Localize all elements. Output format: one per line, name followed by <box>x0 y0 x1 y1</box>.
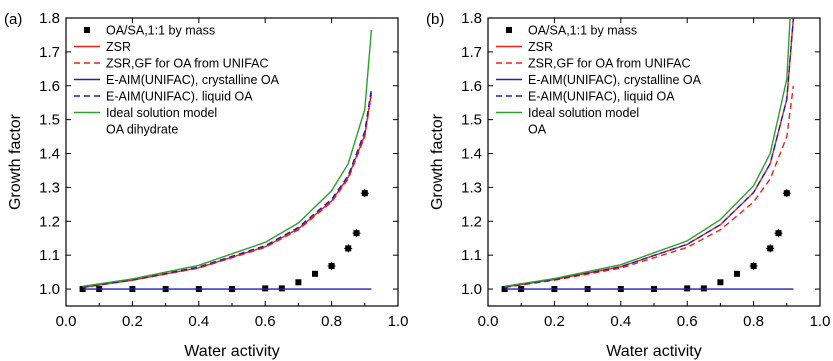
series-line-5 <box>504 18 791 287</box>
y-tick-label: 1.8 <box>461 10 482 27</box>
x-tick-label: 0.8 <box>743 313 764 330</box>
x-axis-title: Water activity <box>606 343 701 360</box>
data-point <box>775 230 782 237</box>
x-tick-label: 0.8 <box>321 313 342 330</box>
legend-label: ZSR,GF for OA from UNIFAC <box>106 57 269 71</box>
series-line-4 <box>82 89 373 289</box>
y-tick-label: 1.3 <box>39 179 60 196</box>
legend-label: OA/SA,1:1 by mass <box>528 24 637 38</box>
y-tick-label: 1.4 <box>461 146 482 163</box>
data-point <box>700 285 707 292</box>
legend-label: E-AIM(UNIFAC), liquid OA <box>528 90 675 104</box>
y-tick-label: 1.0 <box>39 281 60 298</box>
y-tick-label: 1.1 <box>39 247 60 264</box>
y-tick-label: 1.7 <box>39 44 60 61</box>
legend-label: E-AIM(UNIFAC). liquid OA <box>106 90 253 104</box>
data-point <box>684 285 691 292</box>
data-point <box>353 230 360 237</box>
legend-label: Ideal solution model <box>528 106 639 120</box>
x-tick-label: 0.6 <box>677 313 698 330</box>
series-line-5 <box>82 29 373 287</box>
legend-note: OA <box>528 123 547 137</box>
legend-label: E-AIM(UNIFAC), crystalline OA <box>106 73 280 87</box>
data-point <box>295 279 302 286</box>
x-tick-label: 0.4 <box>610 313 631 330</box>
y-tick-label: 1.5 <box>39 112 60 129</box>
data-point <box>767 245 774 252</box>
y-tick-label: 1.6 <box>461 78 482 95</box>
y-tick-label: 1.8 <box>39 10 60 27</box>
series-line-4 <box>504 18 795 288</box>
x-tick-label: 1.0 <box>388 313 409 330</box>
data-point <box>312 270 318 277</box>
chart-panel-b: (b) 0.0 0.2 0.4 0.6 0.8 1.0 1.0 1.1 1.2 1.3 1.4 1.5 1… <box>426 10 830 360</box>
y-tick-label: 1.2 <box>461 213 482 230</box>
y-tick-label: 1.3 <box>461 179 482 196</box>
x-tick-label: 0.0 <box>478 313 499 330</box>
y-tick-label: 1.0 <box>461 281 482 298</box>
legend-label: Ideal solution model <box>106 106 217 120</box>
legend-note: OA dihydrate <box>106 123 178 137</box>
data-point <box>717 279 724 286</box>
data-point <box>278 285 285 292</box>
x-tick-label: 1.0 <box>810 313 831 330</box>
data-point <box>262 285 269 292</box>
x-tick-label: 0.2 <box>544 313 565 330</box>
data-point <box>750 263 757 270</box>
y-tick-label: 1.5 <box>461 112 482 129</box>
chart-panel-a: (a) 0.0 0.2 0.4 0.6 0.8 1.0 1.0 1.1 1.2 1.3 1.4 1.5 1… <box>4 10 408 360</box>
legend-marker <box>506 27 512 33</box>
y-tick-label: 1.7 <box>461 44 482 61</box>
legend-label: ZSR <box>106 40 131 54</box>
panel-label: (b) <box>426 11 444 28</box>
series-line-2 <box>504 85 795 289</box>
panel-label: (a) <box>4 11 22 28</box>
y-axis-title: Growth factor <box>7 113 24 210</box>
y-tick-label: 1.1 <box>461 247 482 264</box>
y-tick-label: 1.2 <box>39 213 60 230</box>
data-point <box>734 270 740 277</box>
legend-marker <box>84 27 90 33</box>
y-axis-title: Growth factor <box>429 113 446 210</box>
data-point <box>361 190 368 197</box>
x-tick-label: 0.2 <box>122 313 143 330</box>
legend-label: ZSR,GF for OA from UNIFAC <box>528 57 691 71</box>
x-tick-label: 0.4 <box>188 313 209 330</box>
legend-label: ZSR <box>528 40 553 54</box>
x-tick-label: 0.0 <box>56 313 77 330</box>
x-tick-label: 0.6 <box>255 313 276 330</box>
y-tick-label: 1.4 <box>39 146 60 163</box>
legend-label: E-AIM(UNIFAC), crystalline OA <box>528 73 702 87</box>
y-tick-label: 1.6 <box>39 78 60 95</box>
x-axis-title: Water activity <box>184 343 279 360</box>
legend-label: OA/SA,1:1 by mass <box>106 24 215 38</box>
data-point <box>328 263 335 270</box>
data-point <box>783 190 790 197</box>
data-point <box>345 245 352 252</box>
